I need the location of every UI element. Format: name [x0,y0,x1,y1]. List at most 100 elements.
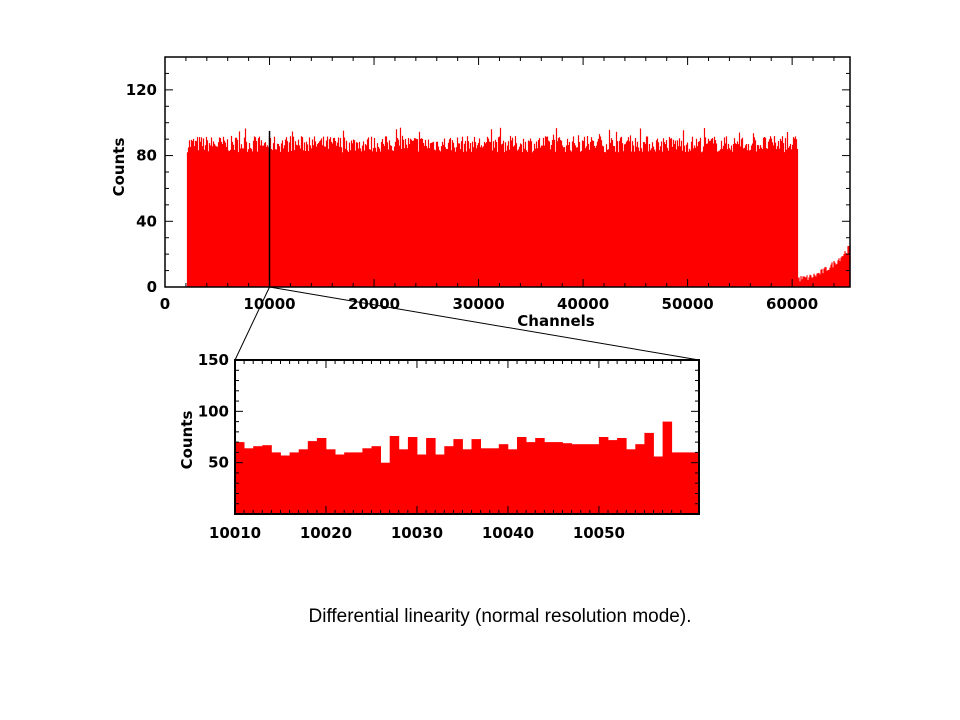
main-bar [620,136,623,287]
main-bar [480,145,483,287]
main-bar [784,138,787,287]
main-bar [271,150,274,287]
main-bar [363,150,366,287]
main-bar [843,254,845,287]
main-bar [352,139,355,287]
main-bar [468,148,471,287]
main-bar [426,148,429,287]
main-bar [644,143,647,287]
main-bar [586,136,589,287]
main-bar [793,138,796,287]
main-bar [389,145,392,287]
main-bar [631,141,634,287]
main-bar [423,145,426,287]
main-bar [772,145,775,287]
main-bar [558,137,561,287]
main-bar [697,141,700,287]
main-bar [789,143,792,287]
main-bar [508,149,511,287]
main-bar [281,140,284,287]
main-bar [225,146,228,287]
main-bar [482,146,485,287]
main-bar [432,141,435,287]
main-bar [538,138,541,287]
main-bar [827,270,829,287]
main-bar [348,142,351,287]
main-bar [404,138,407,287]
main-bar [813,273,815,287]
main-bar [511,137,514,287]
main-bar [776,146,779,287]
main-bar [625,141,628,287]
main-bar [222,136,225,287]
main-bar [760,147,763,287]
main-bar [421,138,424,287]
main-bar [290,151,293,287]
main-bar [256,151,259,287]
main-bar [598,134,601,287]
main-bar [304,151,307,287]
inset-bar [489,448,500,514]
main-bar [217,142,220,287]
main-bar [369,149,372,287]
inset-bar [398,449,409,514]
main-bar [276,143,279,287]
main-bar [505,150,508,287]
main-bar [554,151,557,287]
main-bar [556,141,559,287]
main-bar [575,147,578,287]
main-bar [451,140,454,287]
inset-bar [462,449,472,514]
main-bar [500,144,503,287]
main-bar [528,141,531,287]
main-bar [619,137,622,287]
main-bar [479,147,482,287]
main-bar [213,143,216,287]
main-bar [541,145,544,287]
main-bar [689,150,692,287]
main-bar [671,146,674,287]
main-bar [650,148,653,287]
main-bar [294,141,297,287]
main-bar [462,151,465,287]
main-bar [216,146,219,287]
main-bar [445,149,448,287]
inset-bar [389,436,400,514]
inset-bar [298,449,309,514]
main-bar [299,148,302,287]
main-bar [832,267,834,287]
main-bar [533,143,536,287]
main-bar [495,142,498,287]
main-bar [328,139,331,287]
main-bar [227,150,230,287]
main-bar [244,128,247,287]
inset-bar [289,452,300,514]
main-bar [736,141,739,287]
main-bar [287,151,290,287]
main-bar [826,270,828,287]
main-bar [425,146,428,287]
inset-bar [453,439,463,514]
main-bar [274,149,277,287]
main-bar [272,143,275,287]
main-bar [305,141,308,287]
main-bar [535,141,538,287]
main-bar [387,149,390,287]
main-bar [842,256,844,287]
main-bar [254,137,257,287]
main-bar [614,151,617,287]
main-bar [618,140,621,287]
main-bar [238,131,241,287]
main-bar [747,144,750,287]
main-bar [233,150,236,287]
main-bar [693,145,696,287]
main-bar [692,148,695,287]
main-bar [201,146,204,287]
main-bar [810,275,812,287]
main-bar [409,138,412,287]
main-bar [814,275,816,287]
main-bar [750,145,753,287]
main-bar [578,142,581,287]
main-bar [616,141,619,287]
main-bar [296,145,299,287]
